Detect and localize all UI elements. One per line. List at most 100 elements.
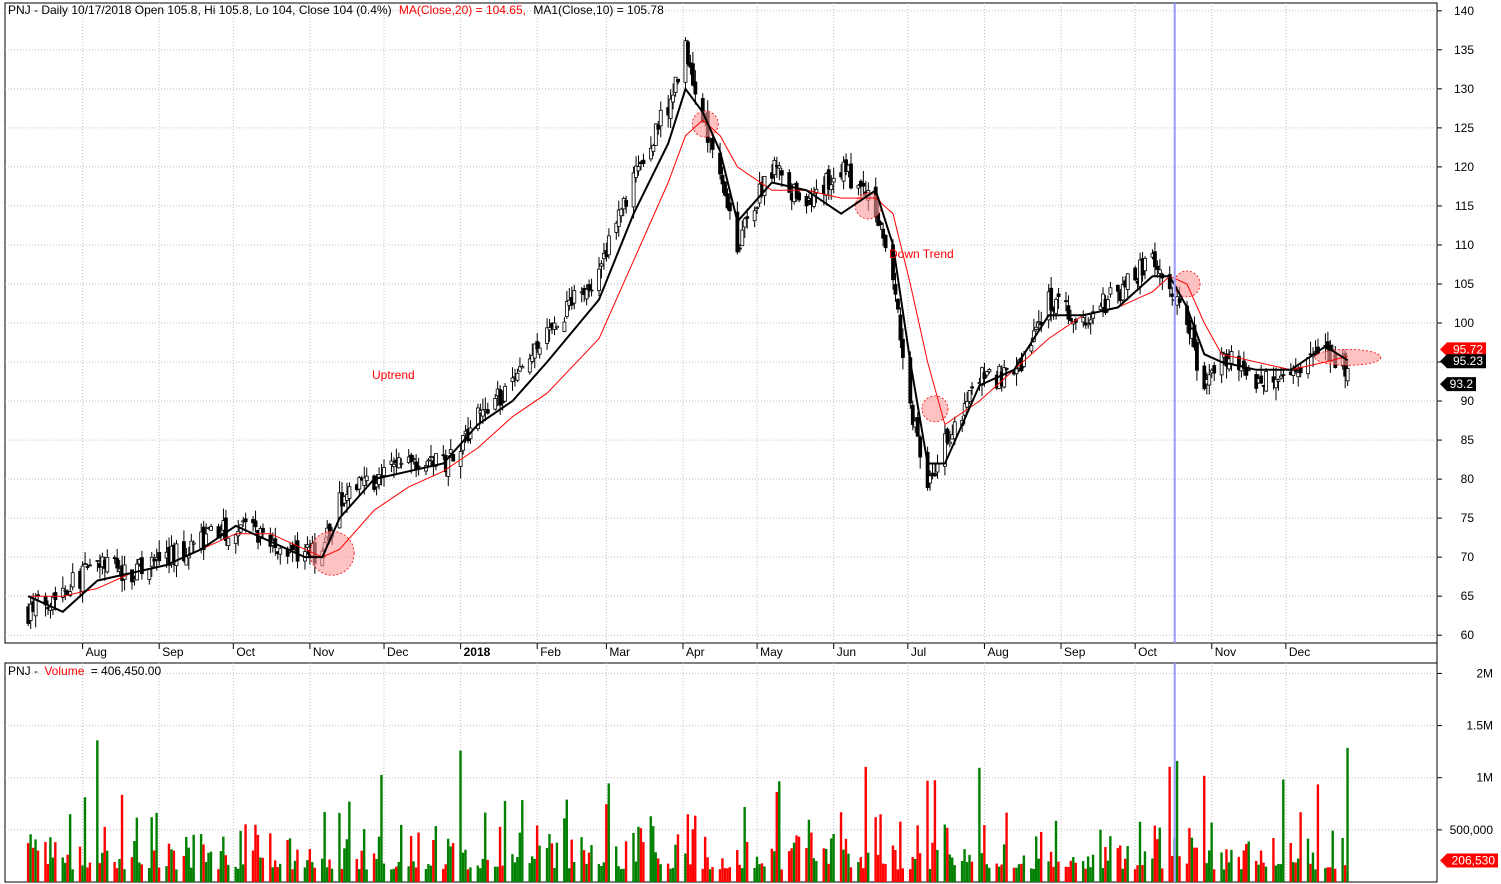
volume-bar <box>1138 821 1142 882</box>
price-tick-label: 80 <box>1461 472 1475 486</box>
volume-bar <box>338 812 341 882</box>
ma10-line <box>27 86 1349 613</box>
volume-bar <box>323 811 326 882</box>
volume-bar <box>49 837 52 882</box>
volume-bar <box>429 865 433 882</box>
volume-bar <box>676 834 680 882</box>
candle-body <box>636 166 641 172</box>
candle-body <box>668 98 673 119</box>
volume-bar <box>83 797 87 882</box>
candle-body <box>476 407 480 430</box>
volume-bar <box>444 864 447 882</box>
candle-body <box>584 288 589 300</box>
volume-bar <box>862 868 865 882</box>
volume-header: PNJ - Volume = 406,450.00 <box>8 664 161 678</box>
candle-body <box>80 565 85 592</box>
volume-bar <box>192 834 195 882</box>
volume-bar <box>1178 856 1181 882</box>
volume-bar <box>190 867 193 882</box>
candle-body <box>36 594 41 597</box>
candle-body <box>910 404 915 425</box>
candle-body <box>690 63 695 86</box>
volume-bar <box>701 868 704 882</box>
candle-body <box>555 325 559 329</box>
candle-body <box>374 482 379 488</box>
candle-body <box>1064 300 1068 303</box>
candle-body <box>752 210 757 222</box>
volume-bar <box>407 866 410 882</box>
candle-body <box>861 182 866 187</box>
candle-body <box>918 436 923 458</box>
candle-body <box>962 403 967 416</box>
volume-bar <box>1005 812 1008 882</box>
volume-bar <box>432 839 435 882</box>
volume-bar <box>948 854 951 882</box>
candle-body <box>1056 293 1061 297</box>
candle-body <box>115 557 120 569</box>
volume-bar <box>790 848 793 882</box>
volume-bar <box>1156 839 1159 882</box>
time-tick-label: Mar <box>609 645 630 659</box>
volume-bar <box>1242 850 1245 882</box>
time-tick-label: 2018 <box>464 645 491 659</box>
volume-plot-area[interactable] <box>4 662 1438 883</box>
volume-bar <box>29 834 32 882</box>
volume-bar <box>684 853 687 882</box>
candle-body <box>1034 326 1039 330</box>
price-tick-label: 140 <box>1454 4 1474 18</box>
candle-body <box>1264 371 1269 392</box>
volume-bar <box>1089 867 1092 882</box>
volume-bar <box>1054 820 1058 882</box>
volume-bar <box>686 814 690 882</box>
volume-bar <box>204 861 208 882</box>
time-tick-label: Dec <box>1289 645 1310 659</box>
volume-bar <box>217 869 220 882</box>
volume-bar <box>622 868 625 882</box>
volume-bar <box>689 864 692 882</box>
candle-body <box>965 401 970 408</box>
candle-body <box>60 587 65 598</box>
candle-body <box>530 354 535 362</box>
candle-body <box>831 177 836 183</box>
volume-bar <box>565 799 568 882</box>
time-tick-label: Oct <box>236 645 255 659</box>
candle-body <box>1086 323 1091 326</box>
volume-bar <box>31 847 35 882</box>
volume-bar <box>1151 858 1154 882</box>
candle-body <box>693 81 698 95</box>
volume-bar <box>286 839 289 882</box>
candle-body <box>290 544 295 551</box>
volume-bar <box>669 868 672 882</box>
volume-bar <box>274 860 277 882</box>
volume-bar <box>1309 863 1312 882</box>
candle-body <box>1054 298 1058 314</box>
candle-body <box>1069 317 1073 322</box>
volume-bar <box>1311 852 1315 882</box>
volume-bar <box>138 862 141 882</box>
volume-bar <box>1081 861 1085 882</box>
volume-bar <box>822 848 825 882</box>
volume-bar <box>269 833 272 882</box>
candle-body <box>70 572 75 588</box>
candle-body <box>1291 370 1296 376</box>
volume-bar <box>78 846 82 882</box>
candle-body <box>755 207 760 210</box>
candle-body <box>174 543 179 567</box>
candle-body <box>28 603 33 621</box>
candle-body <box>305 544 310 549</box>
volume-bar <box>1030 868 1033 882</box>
volume-bar <box>409 835 413 882</box>
price-plot-area[interactable] <box>4 2 1438 644</box>
volume-bar <box>130 857 134 882</box>
candle-body <box>122 564 127 580</box>
candle-body <box>1004 368 1009 370</box>
volume-bar <box>864 766 867 882</box>
candle-body <box>624 200 629 207</box>
volume-bar <box>1316 784 1320 882</box>
candle-body <box>740 229 745 247</box>
volume-bar <box>118 858 121 882</box>
volume-bar <box>328 859 331 882</box>
uptrend-label: Uptrend <box>372 368 415 382</box>
volume-bar <box>358 869 361 882</box>
